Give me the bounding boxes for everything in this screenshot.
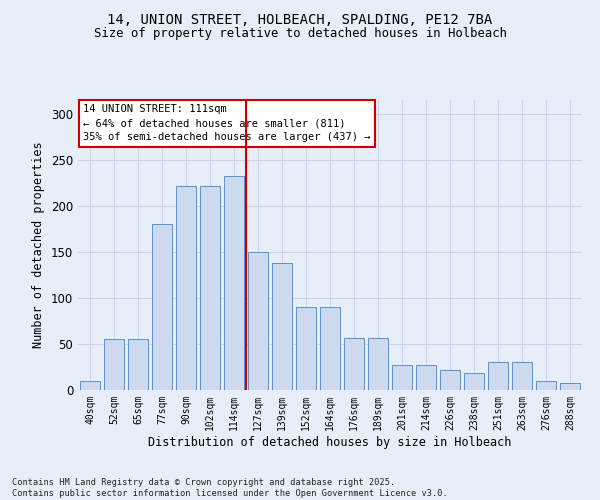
Bar <box>296 307 316 390</box>
Text: Contains HM Land Registry data © Crown copyright and database right 2025.
Contai: Contains HM Land Registry data © Crown c… <box>12 478 448 498</box>
Bar <box>536 381 556 390</box>
Text: 14 UNION STREET: 111sqm
← 64% of detached houses are smaller (811)
35% of semi-d: 14 UNION STREET: 111sqm ← 64% of detache… <box>83 104 371 142</box>
Text: 14, UNION STREET, HOLBEACH, SPALDING, PE12 7BA: 14, UNION STREET, HOLBEACH, SPALDING, PE… <box>107 12 493 26</box>
X-axis label: Distribution of detached houses by size in Holbeach: Distribution of detached houses by size … <box>148 436 512 448</box>
Bar <box>488 362 508 390</box>
Bar <box>80 381 100 390</box>
Bar <box>440 370 460 390</box>
Bar <box>416 365 436 390</box>
Bar <box>392 365 412 390</box>
Bar <box>464 374 484 390</box>
Bar <box>248 252 268 390</box>
Bar <box>176 186 196 390</box>
Bar <box>128 340 148 390</box>
Bar <box>320 307 340 390</box>
Text: Size of property relative to detached houses in Holbeach: Size of property relative to detached ho… <box>94 28 506 40</box>
Bar <box>104 340 124 390</box>
Bar <box>224 176 244 390</box>
Bar <box>344 338 364 390</box>
Y-axis label: Number of detached properties: Number of detached properties <box>32 142 46 348</box>
Bar <box>512 362 532 390</box>
Bar <box>152 224 172 390</box>
Bar <box>272 263 292 390</box>
Bar <box>368 338 388 390</box>
Bar <box>200 186 220 390</box>
Bar <box>560 382 580 390</box>
